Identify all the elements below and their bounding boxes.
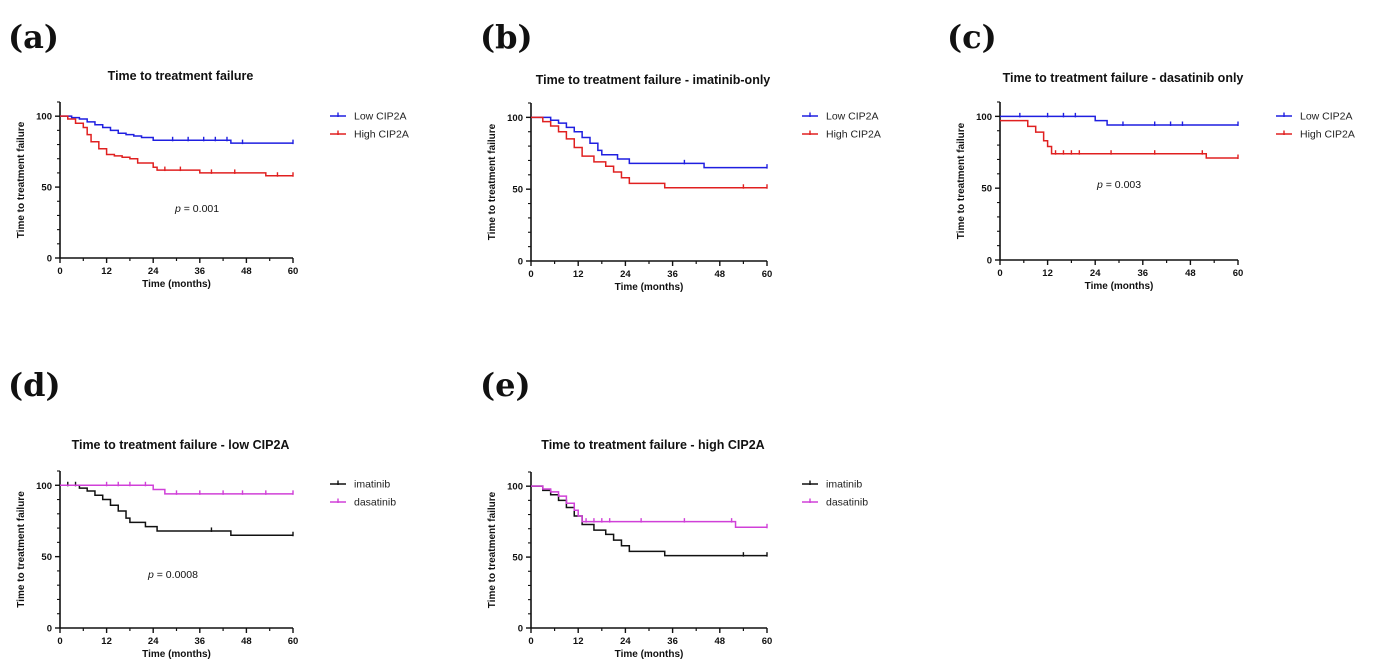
chart-panel-5: (e) Time to treatment failure - high CIP2…	[480, 366, 868, 660]
legend-label: High CIP2A	[1300, 129, 1355, 141]
x-tick-label: 36	[667, 269, 678, 280]
chart-title: Time to treatment failure - dasatinib on…	[1003, 71, 1244, 85]
chart-panel-3: (c) Time to treatment failure - dasatinib…	[947, 18, 1355, 292]
x-tick-label: 48	[1185, 268, 1196, 279]
series-line-2	[531, 116, 767, 189]
x-tick-label: 60	[762, 269, 773, 280]
chart-title: Time to treatment failure - imatinib-onl…	[536, 73, 771, 87]
series-line-2	[60, 115, 293, 177]
p-value-annotation: p = 0.001	[174, 203, 219, 215]
x-axis-title: Time (months)	[142, 649, 211, 660]
x-tick-label: 60	[1233, 268, 1244, 279]
x-tick-label: 48	[241, 266, 252, 277]
x-tick-label: 0	[528, 636, 533, 647]
series-line-1	[531, 116, 767, 169]
y-tick-label: 100	[507, 113, 523, 124]
y-tick-label: 0	[47, 624, 52, 635]
series-line-1	[60, 484, 293, 536]
series-line-2	[60, 484, 293, 495]
x-axis-title: Time (months)	[615, 649, 684, 660]
x-axis-title: Time (months)	[615, 282, 684, 293]
x-tick-label: 60	[762, 636, 773, 647]
legend-label: imatinib	[826, 479, 862, 491]
x-tick-label: 24	[620, 636, 631, 647]
series-line-2	[1000, 119, 1238, 159]
x-tick-label: 12	[573, 636, 584, 647]
y-axis-title: Time to treatment failure	[487, 123, 498, 240]
x-tick-label: 36	[195, 266, 206, 277]
x-axis-title: Time (months)	[142, 279, 211, 290]
series-line-1	[60, 115, 293, 144]
x-tick-label: 36	[667, 636, 678, 647]
series-line-1	[1000, 115, 1238, 126]
x-tick-label: 36	[1138, 268, 1149, 279]
x-tick-label: 24	[148, 636, 159, 647]
panel-label: (b)	[480, 18, 533, 56]
x-tick-label: 12	[101, 266, 112, 277]
y-axis-title: Time to treatment failure	[956, 122, 967, 239]
y-axis-title: Time to treatment failure	[16, 121, 27, 238]
x-tick-label: 0	[528, 269, 533, 280]
series-line-1	[531, 485, 767, 557]
y-tick-label: 0	[47, 254, 52, 265]
y-tick-label: 50	[512, 553, 523, 564]
chart-title: Time to treatment failure - high CIP2A	[541, 438, 764, 452]
y-tick-label: 100	[36, 112, 52, 123]
chart-panel-4: (d) Time to treatment failure - low CIP2A…	[8, 366, 396, 660]
x-axis-title: Time (months)	[1085, 281, 1154, 292]
legend-label: Low CIP2A	[354, 111, 407, 123]
y-tick-label: 50	[512, 185, 523, 196]
x-tick-label: 36	[195, 636, 206, 647]
x-tick-label: 12	[1042, 268, 1053, 279]
x-tick-label: 12	[101, 636, 112, 647]
y-tick-label: 0	[987, 256, 992, 267]
p-value-annotation: p = 0.003	[1096, 179, 1141, 191]
panel-label: (e)	[480, 366, 531, 404]
panel-label: (c)	[947, 18, 997, 56]
y-axis-title: Time to treatment failure	[487, 491, 498, 608]
legend-label: dasatinib	[354, 497, 396, 509]
panel-label: (a)	[8, 18, 59, 56]
y-tick-label: 100	[36, 481, 52, 492]
y-tick-label: 50	[41, 183, 52, 194]
series-line-2	[531, 485, 767, 529]
legend-label: dasatinib	[826, 497, 868, 509]
legend-label: High CIP2A	[826, 129, 881, 141]
legend-label: Low CIP2A	[826, 111, 879, 123]
x-tick-label: 24	[620, 269, 631, 280]
x-tick-label: 24	[1090, 268, 1101, 279]
x-tick-label: 0	[57, 266, 62, 277]
chart-panel-2: (b) Time to treatment failure - imatinib-…	[480, 18, 881, 293]
chart-title: Time to treatment failure	[108, 69, 254, 83]
x-tick-label: 60	[288, 636, 299, 647]
x-tick-label: 0	[57, 636, 62, 647]
x-tick-label: 48	[241, 636, 252, 647]
y-tick-label: 100	[976, 112, 992, 123]
y-tick-label: 100	[507, 482, 523, 493]
y-tick-label: 0	[518, 624, 523, 635]
chart-title: Time to treatment failure - low CIP2A	[72, 438, 290, 452]
x-tick-label: 12	[573, 269, 584, 280]
p-value-annotation: p = 0.0008	[147, 569, 198, 581]
y-axis-title: Time to treatment failure	[16, 491, 27, 608]
x-tick-label: 24	[148, 266, 159, 277]
legend-label: imatinib	[354, 479, 390, 491]
x-tick-label: 48	[715, 636, 726, 647]
panel-label: (d)	[8, 366, 61, 404]
legend-label: Low CIP2A	[1300, 111, 1353, 123]
chart-panel-1: (a) Time to treatment failure 0 12 24 36 48 60 0…	[8, 18, 409, 290]
legend-label: High CIP2A	[354, 129, 409, 141]
x-tick-label: 48	[715, 269, 726, 280]
x-tick-label: 60	[288, 266, 299, 277]
y-tick-label: 0	[518, 257, 523, 268]
y-tick-label: 50	[981, 184, 992, 195]
y-tick-label: 50	[41, 552, 52, 563]
x-tick-label: 0	[997, 268, 1002, 279]
